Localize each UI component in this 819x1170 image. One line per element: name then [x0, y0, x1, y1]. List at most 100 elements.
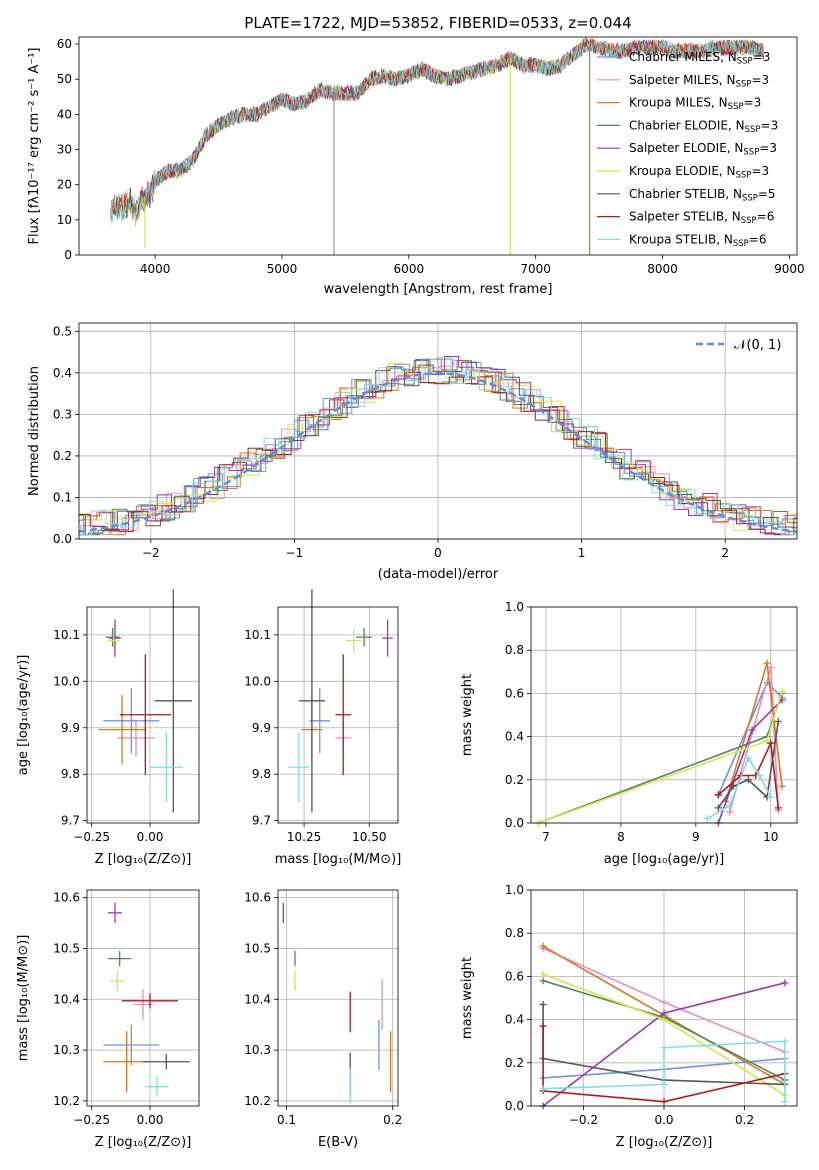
ebv-mass-frame: [277, 889, 399, 1107]
spectrum-ytick-label: 40: [57, 107, 72, 121]
z-weight-panel: −0.2 0.0 0.2 0.0 0.2 0.4 0.6 0.8 1.0 Z [log₁₀(Z/Z…: [460, 883, 798, 1150]
z-mass-panel: −0.25 0.00 10.2 10.3 10.4 10.5 10.6 Z [log₁₀(Z/…: [16, 889, 200, 1150]
spectrum-series: [110, 39, 765, 225]
figure-title: PLATE=1722, MJD=53852, FIBERID=0533, z=0…: [244, 14, 631, 32]
spectrum-ylabel: Flux [fλ10⁻¹⁷ erg cm⁻² s⁻¹ A⁻¹]: [27, 48, 42, 245]
age-weight-marker: [767, 739, 775, 747]
age-weight-ytick-label: 1.0: [505, 600, 524, 614]
age-weight-ytick-label: 0.4: [505, 730, 524, 744]
age-weight-marker: [726, 802, 734, 810]
spectrum-xtick-label: 4000: [140, 262, 171, 276]
z-age-ytick-label: 10.1: [53, 628, 80, 642]
legend-label: Salpeter ELODIE, NSSP=3: [629, 141, 777, 158]
age-weight-frame: [530, 606, 798, 824]
z-weight-marker: [539, 977, 547, 985]
z-weight-marker: [660, 1098, 668, 1106]
age-weight-xtick-label: 7: [542, 830, 550, 844]
ebv-mass-xlabel: E(B-V): [318, 1135, 358, 1150]
z-weight-ytick-label: 0.2: [505, 1056, 524, 1070]
residual-panel: −2 −1 0 1 2 0.0 0.1 0.2 0.3 0.4 0.5 𝒩(0, 1) (data-…: [27, 322, 798, 582]
spectrum-xtick-label: 6000: [394, 262, 425, 276]
z-weight-marker: [539, 1022, 547, 1030]
residual-histogram: [79, 360, 797, 536]
z-mass-xtick-label: −0.25: [73, 1113, 110, 1127]
mass-age-xtick-label: 10.50: [352, 830, 386, 844]
mass-age-ytick-label: 9.7: [252, 814, 271, 828]
z-weight-marker: [539, 1085, 547, 1093]
age-weight-ytick-label: 0.2: [505, 773, 524, 787]
spectrum-ytick-label: 30: [57, 143, 72, 157]
z-mass-ylabel: mass [log₁₀(M/M⊙)]: [16, 935, 31, 1062]
z-weight-ytick-label: 1.0: [505, 883, 524, 897]
age-weight-marker: [748, 726, 756, 734]
age-weight-marker: [774, 804, 782, 812]
z-weight-ytick-label: 0.4: [505, 1013, 524, 1027]
age-weight-marker: [714, 804, 722, 812]
spectrum-lines: [110, 37, 765, 255]
z-age-ytick-label: 9.8: [61, 767, 80, 781]
age-weight-panel: 7 8 9 10 0.0 0.2 0.4 0.6 0.8 1.0 age [log₁₀(age/yr…: [460, 600, 798, 867]
residual-ytick-label: 0.0: [53, 532, 72, 546]
z-age-xtick-label: −0.25: [73, 830, 110, 844]
z-age-panel: −0.25 0.00 9.7 9.8 9.9 10.0 10.1 Z [log₁₀(Z/Z⊙)…: [16, 589, 200, 867]
age-weight-marker: [763, 737, 771, 745]
age-weight-marker: [729, 782, 737, 790]
spectrum-xtick-label: 5000: [267, 262, 298, 276]
z-age-ytick-label: 9.7: [61, 814, 80, 828]
z-weight-marker: [660, 1016, 668, 1024]
age-weight-marker: [778, 782, 786, 790]
mass-age-frame: [277, 606, 399, 824]
spectrum-xtick-label: 9000: [774, 262, 805, 276]
spectrum-ytick-label: 20: [57, 178, 72, 192]
z-weight-xtick-label: 0.2: [735, 1113, 754, 1127]
z-weight-series: [542, 1026, 786, 1103]
z-age-xtick-label: 0.00: [137, 830, 164, 844]
residual-ytick-label: 0.2: [53, 449, 72, 463]
z-weight-xtick-label: 0.0: [654, 1113, 673, 1127]
age-weight-ytick-label: 0.0: [505, 816, 524, 830]
age-weight-marker: [778, 687, 786, 695]
ebv-mass-ytick-label: 10.3: [244, 1043, 271, 1057]
spectrum-xlabel: wavelength [Angstrom, rest frame]: [324, 282, 553, 297]
ebv-mass-ytick-label: 10.2: [244, 1094, 271, 1108]
legend-label: Salpeter MILES, NSSP=3: [629, 73, 769, 90]
residual-xtick-label: −1: [286, 546, 304, 560]
age-weight-xtick-label: 10: [763, 830, 778, 844]
mass-age-ytick-label: 9.9: [252, 721, 271, 735]
residual-xtick-label: −2: [142, 546, 160, 560]
spectrum-ytick-label: 60: [57, 37, 72, 51]
z-mass-xlabel: Z [log₁₀(Z/Z⊙)]: [95, 1135, 192, 1150]
residual-ticks: −2 −1 0 1 2 0.0 0.1 0.2 0.3 0.4 0.5: [53, 324, 729, 560]
mass-age-xtick-label: 10.25: [287, 830, 321, 844]
normal-curve: [78, 372, 798, 533]
age-weight-marker: [774, 717, 782, 725]
residual-xtick-label: 1: [578, 546, 586, 560]
mass-age-ytick-label: 10.1: [244, 628, 271, 642]
age-weight-marker: [726, 808, 734, 816]
residual-ytick-label: 0.3: [53, 407, 72, 421]
residual-xtick-label: 2: [721, 546, 729, 560]
residual-xlabel: (data-model)/error: [378, 567, 499, 582]
z-weight-marker: [660, 998, 668, 1006]
legend-label: Chabrier ELODIE, NSSP=3: [629, 118, 778, 135]
spectrum-legend: Chabrier MILES, NSSP=3 Salpeter MILES, NS…: [597, 50, 778, 249]
residual-ytick-label: 0.4: [53, 366, 72, 380]
residual-histogram: [79, 361, 797, 536]
mass-age-ytick-label: 9.8: [252, 767, 271, 781]
mass-age-xlabel: mass [log₁₀(M/M⊙)]: [275, 852, 402, 867]
z-age-xlabel: Z [log₁₀(Z/Z⊙)]: [95, 852, 192, 867]
ebv-mass-ytick-label: 10.6: [244, 891, 271, 905]
z-age-ytick-label: 9.9: [61, 721, 80, 735]
spectrum-xtick-label: 7000: [520, 262, 551, 276]
z-weight-ytick-label: 0.6: [505, 969, 524, 983]
spectrum-xtick-label: 8000: [647, 262, 678, 276]
legend-label: Chabrier STELIB, NSSP=5: [629, 187, 776, 204]
legend-label: Salpeter STELIB, NSSP=6: [629, 210, 774, 227]
z-weight-marker: [539, 1000, 547, 1008]
z-weight-ytick-label: 0.0: [505, 1099, 524, 1113]
legend-label: Kroupa MILES, NSSP=3: [629, 96, 761, 113]
ebv-mass-xtick-label: 0.1: [277, 1113, 296, 1127]
age-weight-ytick-label: 0.6: [505, 686, 524, 700]
age-weight-marker: [767, 793, 775, 801]
